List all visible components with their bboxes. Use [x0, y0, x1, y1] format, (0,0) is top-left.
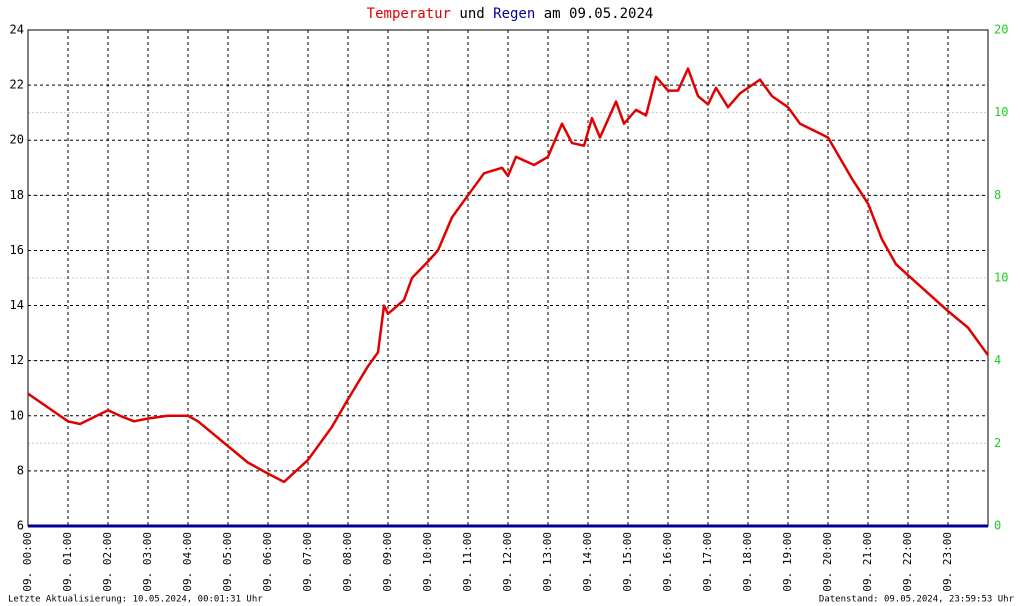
y-tick-label: 10 — [10, 408, 24, 422]
y2-tick-label: 2 — [994, 436, 1001, 450]
x-tick-label: 09. 07:00 — [301, 532, 314, 592]
series-line — [27, 67, 990, 484]
x-tick-label: 09. 18:00 — [741, 532, 754, 592]
x-tick-label: 09. 13:00 — [541, 532, 554, 592]
x-tick-label: 09. 09:00 — [381, 532, 394, 592]
x-tick-label: 09. 16:00 — [661, 532, 674, 592]
x-tick-label: 09. 23:00 — [941, 532, 954, 592]
y-tick-label: 16 — [10, 243, 24, 257]
x-tick-label: 09. 00:00 — [21, 532, 34, 592]
x-tick-label: 09. 05:00 — [221, 532, 234, 592]
y-tick-label: 22 — [10, 78, 24, 92]
y-tick-label: 6 — [17, 519, 24, 533]
y2-tick-label: 20 — [994, 23, 1008, 37]
x-tick-label: 09. 04:00 — [181, 532, 194, 592]
x-tick-label: 09. 08:00 — [341, 532, 354, 592]
title-part: Temperatur — [367, 6, 451, 22]
y-tick-label: 20 — [10, 133, 24, 147]
title-part: am 09.05.2024 — [544, 6, 654, 22]
x-tick-label: 09. 22:00 — [901, 532, 914, 592]
y2-tick-label: 10 — [994, 271, 1008, 285]
x-tick-label: 09. 10:00 — [421, 532, 434, 592]
y-tick-label: 8 — [17, 463, 24, 477]
footer-right: Datenstand: 09.05.2024, 23:59:53 Uhr — [819, 595, 1015, 605]
y2-tick-label: 0 — [994, 519, 1001, 533]
x-tick-label: 09. 21:00 — [861, 532, 874, 592]
y-tick-label: 14 — [10, 298, 24, 312]
y2-tick-label: 4 — [994, 353, 1001, 367]
y-tick-label: 12 — [10, 353, 24, 367]
x-tick-label: 09. 12:00 — [501, 532, 514, 592]
x-tick-label: 09. 20:00 — [821, 532, 834, 592]
x-tick-label: 09. 17:00 — [701, 532, 714, 592]
y-tick-label: 18 — [10, 188, 24, 202]
chart-title: Temperatur und Regen am 09.05.2024 — [367, 6, 654, 22]
title-part: Regen — [493, 6, 535, 22]
x-tick-label: 09. 02:00 — [101, 532, 114, 592]
x-tick-label: 09. 15:00 — [621, 532, 634, 592]
footer-left: Letzte Aktualisierung: 10.05.2024, 00:01… — [8, 595, 263, 605]
y2-tick-label: 8 — [994, 188, 1001, 202]
title-part: und — [459, 6, 484, 22]
y2-tick-label: 10 — [994, 105, 1008, 119]
x-tick-label: 09. 19:00 — [781, 532, 794, 592]
x-tick-label: 09. 14:00 — [581, 532, 594, 592]
x-tick-label: 09. 03:00 — [141, 532, 154, 592]
x-tick-label: 09. 01:00 — [61, 532, 74, 592]
y-tick-label: 24 — [10, 23, 24, 37]
x-tick-label: 09. 06:00 — [261, 532, 274, 592]
x-tick-label: 09. 11:00 — [461, 532, 474, 592]
